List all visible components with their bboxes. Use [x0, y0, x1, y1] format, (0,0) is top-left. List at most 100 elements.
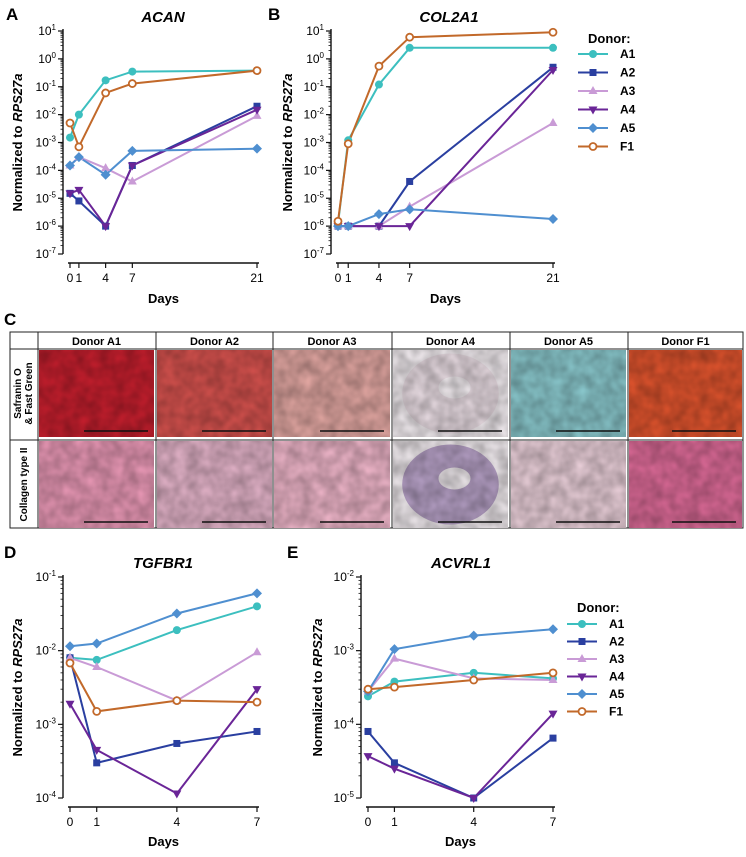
tissue-image	[157, 350, 272, 437]
legend-label: A3	[620, 84, 636, 98]
data-point	[389, 644, 400, 655]
legend-label: A2	[620, 66, 636, 80]
legend-marker	[588, 142, 598, 151]
series-f1	[367, 671, 554, 691]
legend-label: A4	[620, 103, 636, 117]
tissue-texture	[629, 350, 742, 437]
x-tick-label: 1	[76, 271, 83, 285]
legend-marker	[577, 654, 587, 662]
data-point	[253, 602, 261, 611]
data-point	[374, 61, 384, 71]
data-point	[548, 66, 558, 75]
tissue-texture	[393, 441, 508, 528]
data-point	[363, 684, 373, 694]
donor-column-header: Donor A4	[426, 336, 476, 348]
data-point	[252, 686, 262, 695]
series-markers-f1	[363, 668, 558, 694]
data-point	[469, 795, 479, 803]
data-point	[252, 143, 262, 154]
x-tick-label: 4	[376, 271, 383, 285]
data-point	[252, 697, 262, 707]
data-point	[549, 734, 557, 742]
legend-marker	[577, 707, 587, 716]
y-tick-label: 10-1	[36, 569, 57, 584]
tissue-texture	[274, 441, 390, 528]
data-point	[66, 133, 74, 142]
y-tick-label: 10-3	[334, 643, 355, 658]
legend-marker	[578, 620, 586, 628]
data-point	[172, 626, 181, 635]
series-a1	[69, 605, 258, 661]
chart-title: ACAN	[140, 9, 185, 26]
y-tick-label: 101	[306, 23, 324, 38]
data-point	[548, 668, 558, 678]
data-point	[364, 727, 372, 735]
chart-col2a1: COL2A110-710-610-510-410-310-210-1100101…	[280, 9, 560, 306]
data-point	[373, 209, 384, 220]
series-line	[69, 662, 258, 713]
y-axis-label: Normalized to RPS27a	[280, 74, 295, 212]
series-line	[69, 605, 258, 661]
data-point	[172, 696, 182, 705]
data-point	[65, 118, 75, 128]
x-tick-label: 7	[406, 271, 413, 285]
series-markers-a4	[65, 106, 262, 232]
y-tick-label: 100	[306, 51, 324, 66]
donor-column-header: Donor A3	[307, 336, 356, 348]
y-tick-label: 10-1	[304, 79, 325, 94]
tissue-image	[393, 350, 508, 437]
y-tick-label: 10-4	[36, 162, 57, 177]
series-f1	[69, 662, 258, 713]
y-axis-label: Normalized to RPS27a	[10, 619, 25, 757]
tissue-image	[39, 350, 154, 437]
data-point	[405, 223, 415, 232]
series-markers-a2	[334, 63, 557, 230]
legend-label: A3	[609, 652, 625, 666]
y-tick-label: 10-7	[304, 246, 325, 261]
data-point	[374, 223, 384, 232]
data-point	[91, 638, 102, 649]
panel-letter-a: A	[6, 5, 18, 24]
series-markers-a5	[333, 204, 558, 232]
data-point	[252, 66, 262, 75]
tissue-texture	[39, 441, 154, 528]
data-point	[343, 221, 354, 232]
y-tick-label: 10-5	[334, 790, 355, 805]
series-a2	[367, 730, 554, 800]
y-tick-label: 10-1	[36, 79, 57, 94]
tissue-image	[511, 350, 626, 437]
y-axis-label: Normalized to RPS27a	[310, 619, 325, 757]
data-point	[74, 142, 84, 152]
x-tick-label: 0	[67, 815, 74, 829]
x-tick-label: 4	[174, 815, 181, 829]
data-point	[406, 177, 414, 185]
series-markers-f1	[65, 66, 262, 152]
series-markers-a5	[363, 624, 558, 697]
legend-label: A5	[620, 121, 636, 135]
x-axis-label: Days	[445, 834, 476, 849]
data-point	[101, 223, 111, 232]
chart-title: ACVRL1	[430, 555, 491, 572]
data-point	[93, 759, 101, 767]
data-point	[343, 139, 353, 149]
legend-marker	[589, 50, 597, 58]
legend-label: A5	[609, 687, 625, 701]
data-point	[252, 588, 262, 599]
legend-marker	[588, 106, 598, 115]
data-point	[171, 608, 182, 619]
y-tick-label: 10-4	[334, 716, 355, 731]
series-markers-a1	[66, 66, 261, 142]
data-point	[92, 706, 102, 716]
data-point	[127, 176, 137, 185]
series-line	[338, 122, 554, 228]
legend-top: Donor: A1 A2 A3 A4 A5 F1	[578, 31, 636, 154]
donor-column-header: Donor F1	[661, 336, 709, 348]
x-tick-label: 7	[254, 815, 261, 829]
data-point	[333, 216, 343, 226]
series-line	[367, 730, 554, 800]
y-tick-label: 10-5	[36, 190, 57, 205]
legend-marker	[577, 689, 587, 699]
series-a2	[338, 66, 554, 228]
x-tick-label: 21	[250, 271, 264, 285]
series-a5	[367, 628, 554, 692]
